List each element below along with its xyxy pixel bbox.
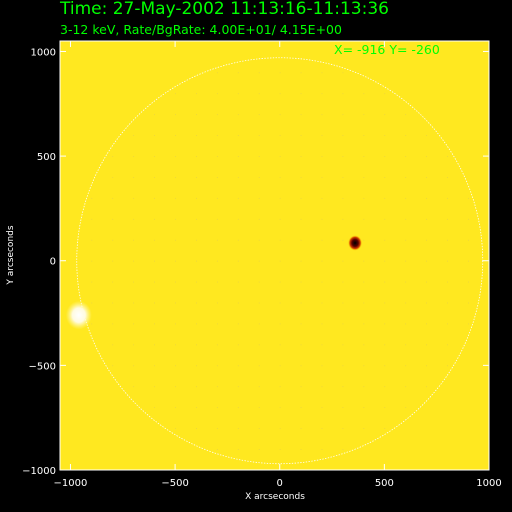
x-tick-label: 0 bbox=[277, 478, 283, 489]
emission-source-1 bbox=[348, 235, 363, 251]
chart-title: Time: 27-May-2002 11:13:16-11:13:36 bbox=[59, 0, 389, 19]
y-tick-label: −500 bbox=[29, 361, 56, 372]
x-tick-label: −1000 bbox=[54, 478, 88, 489]
plot-area bbox=[59, 40, 490, 471]
y-tick-label: 1000 bbox=[31, 47, 56, 58]
y-tick-label: −1000 bbox=[22, 466, 56, 477]
x-tick-label: −500 bbox=[161, 478, 188, 489]
x-tick-label: 1000 bbox=[476, 478, 501, 489]
y-axis-label: Y arcseconds bbox=[6, 225, 16, 285]
emission-source-2 bbox=[65, 300, 92, 330]
chart-subtitle: 3-12 keV, Rate/BgRate: 4.00E+01/ 4.15E+0… bbox=[60, 22, 342, 37]
plot-frame bbox=[59, 40, 490, 471]
x-axis-label: X arcseconds bbox=[245, 492, 305, 502]
x-tick-label: 500 bbox=[375, 478, 394, 489]
y-tick-label: 500 bbox=[37, 152, 56, 163]
map-background bbox=[60, 41, 489, 470]
grid-dots bbox=[91, 72, 469, 450]
coordinate-readout: X= -916 Y= -260 bbox=[334, 42, 440, 57]
y-tick-label: 0 bbox=[50, 257, 56, 268]
solar-limb bbox=[76, 57, 484, 465]
